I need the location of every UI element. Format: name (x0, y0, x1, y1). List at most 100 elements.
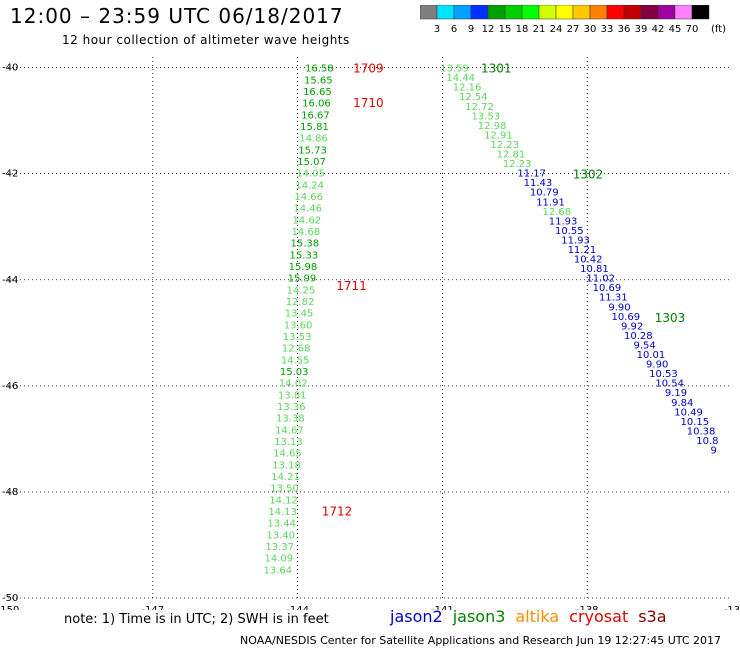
footer-credit: NOAA/NESDIS Center for Satellite Applica… (240, 634, 722, 647)
scale-label: 42 (652, 24, 665, 35)
data-point-jason2: 11.91 (536, 197, 565, 208)
scale-label: 6 (451, 24, 457, 35)
data-point-jason2: 10.01 (637, 350, 666, 361)
data-point-cryosat: 13.37 (265, 542, 294, 553)
data-point-cryosat: 16.65 (303, 87, 332, 98)
time-label: 1710 (353, 96, 384, 110)
data-point-jason2: 10.8 (696, 436, 718, 447)
time-label: 1303 (655, 311, 686, 325)
x-tick-label: -150 (0, 605, 19, 610)
time-label: 1712 (322, 504, 353, 518)
chart-subtitle: 12 hour collection of altimeter wave hei… (62, 33, 350, 47)
data-point-jason2: 10.69 (611, 312, 640, 323)
data-point-cryosat: 13.38 (276, 414, 305, 425)
data-point-cryosat: 15.98 (289, 262, 318, 273)
data-point-jason3: 12.98 (478, 121, 507, 132)
data-point-jason2: 10.69 (593, 283, 622, 294)
satellite-legend: jason2 jason3 altika cryosat s3a (390, 607, 677, 626)
data-point-cryosat: 14.25 (287, 285, 316, 296)
y-tick-label: -48 (2, 487, 18, 498)
data-point-cryosat: 13.53 (283, 332, 312, 343)
x-tick-label: -144 (286, 605, 309, 610)
data-point-cryosat: 13.18 (272, 460, 301, 471)
data-point-jason3: 13.53 (472, 111, 501, 122)
scale-label: 18 (516, 24, 529, 35)
satellite-legend-jason2: jason2 (390, 607, 443, 626)
scale-label: 45 (669, 24, 682, 35)
data-point-cryosat: 13.40 (266, 530, 295, 541)
data-point-cryosat: 14.05 (296, 169, 325, 180)
data-point-jason2: 9 (710, 445, 716, 456)
x-tick-label: -138 (576, 605, 599, 610)
data-point-jason2: 10.49 (674, 407, 703, 418)
x-tick-label: -13 (724, 605, 740, 610)
data-point-jason3: 12.16 (453, 83, 482, 94)
data-point-cryosat: 14.02 (279, 379, 308, 390)
data-point-jason2: 10.38 (687, 426, 716, 437)
data-point-jason2: 10.79 (530, 188, 559, 199)
data-point-cryosat: 14.21 (271, 472, 300, 483)
data-point-cryosat: 16.06 (302, 99, 331, 110)
data-point-jason3: 12.23 (490, 140, 519, 151)
data-point-jason2: 11.17 (517, 169, 546, 180)
footer-note: note: 1) Time is in UTC; 2) SWH is in fe… (64, 612, 329, 627)
data-point-jason2: 11.31 (599, 293, 628, 304)
data-point-jason2: 11.43 (524, 178, 553, 189)
scale-unit: (ft) (711, 24, 726, 35)
data-point-jason3: 13.59 (440, 64, 469, 75)
data-point-jason2: 9.90 (646, 360, 668, 371)
data-point-cryosat: 13.64 (263, 565, 292, 576)
scale-label: 24 (550, 24, 563, 35)
data-point-jason2: 10.42 (574, 255, 603, 266)
data-point-jason2: 9.54 (634, 340, 656, 351)
chart-title: 12:00 – 23:59 UTC 06/18/2017 (10, 4, 344, 28)
time-label: 1711 (336, 279, 367, 293)
scale-label: 3 (434, 24, 440, 35)
plot-area: -150 -147 -144 -141 -138 -13 -40 -42 -44 -46 -48 -5… (0, 57, 740, 610)
data-point-cryosat: 15.81 (300, 122, 329, 133)
data-point-cryosat: 14.67 (275, 425, 304, 436)
data-point-cryosat: 14.62 (292, 215, 321, 226)
data-point-cryosat: 14.68 (291, 227, 320, 238)
data-point-cryosat: 14.24 (295, 180, 324, 191)
data-point-jason3: 12.91 (484, 130, 513, 141)
data-point-jason2: 9.92 (621, 321, 643, 332)
data-point-cryosat: 15.38 (291, 239, 320, 250)
satellite-legend-s3a: s3a (638, 607, 667, 626)
x-tick-label: -141 (431, 605, 454, 610)
scale-label: 12 (482, 24, 495, 35)
scale-swatch (691, 5, 710, 20)
data-point-jason3: 12.54 (459, 92, 488, 103)
satellite-legend-altika: altika (515, 607, 560, 626)
scale-label: 21 (533, 24, 546, 35)
data-point-jason2: 11.93 (561, 235, 590, 246)
data-point-cryosat: 13.81 (278, 390, 307, 401)
data-point-cryosat: 14.66 (294, 192, 323, 203)
data-point-cryosat: 14.46 (293, 204, 322, 215)
time-label: 1709 (353, 62, 384, 76)
data-point-cryosat: 15.07 (297, 157, 326, 168)
data-point-cryosat: 12.68 (282, 344, 311, 355)
x-tick-label: -147 (141, 605, 164, 610)
data-point-jason2: 10.55 (555, 226, 584, 237)
y-tick-label: -46 (2, 381, 18, 392)
data-point-cryosat: 14.86 (299, 134, 328, 145)
data-point-cryosat: 16.58 (305, 64, 334, 75)
scale-label: 36 (618, 24, 631, 35)
data-point-jason2: 9.90 (608, 302, 630, 313)
data-point-jason2: 10.28 (624, 331, 653, 342)
data-point-jason3: 14.44 (446, 73, 475, 84)
data-point-cryosat: 13.50 (270, 484, 299, 495)
data-point-jason3: 12.72 (465, 102, 494, 113)
data-point-cryosat: 16.67 (301, 110, 330, 121)
data-point-cryosat: 15.65 (304, 75, 333, 86)
data-point-jason2: 11.93 (549, 216, 578, 227)
data-point-cryosat: 14.13 (268, 507, 297, 518)
time-label: 1301 (481, 62, 512, 76)
data-point-jason2: 9.84 (671, 398, 693, 409)
data-point-cryosat: 14.09 (264, 554, 293, 565)
data-point-jason2: 10.15 (681, 417, 710, 428)
scale-label: 30 (584, 24, 597, 35)
data-point-cryosat: 13.13 (274, 437, 303, 448)
data-point-cryosat: 15.33 (290, 250, 319, 261)
